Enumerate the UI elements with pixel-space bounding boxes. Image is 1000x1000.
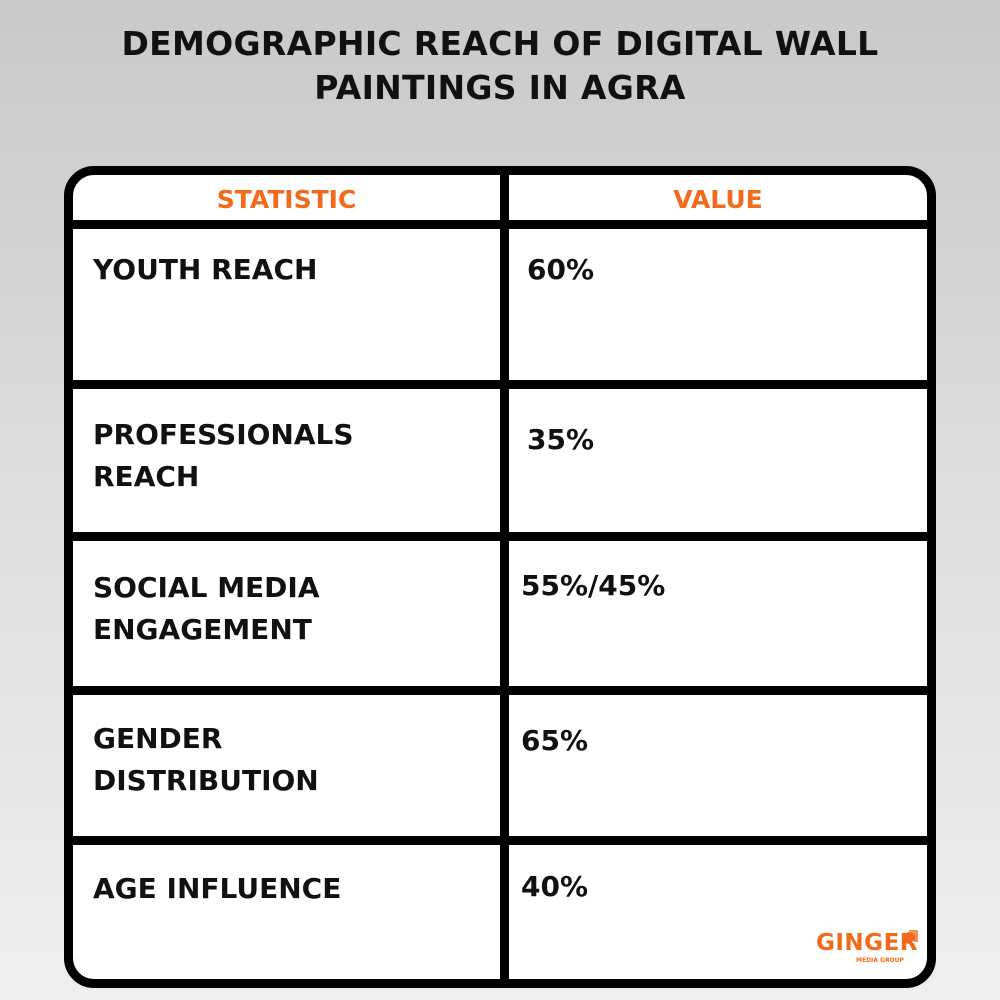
- value-cell: 35%: [527, 423, 595, 456]
- statistic-cell: GENDER DISTRIBUTION: [93, 722, 319, 797]
- title-line-2: PAINTINGS IN AGRA: [314, 68, 686, 107]
- row-divider: [73, 380, 927, 389]
- value-cell: 60%: [527, 253, 595, 286]
- row-divider: [73, 686, 927, 695]
- ginger-media-group-logo: GINGER MEDIA GROUP: [816, 930, 918, 964]
- logo-name: GINGER: [816, 930, 918, 956]
- row-divider: [73, 220, 927, 229]
- header-value: VALUE: [673, 185, 763, 214]
- logo-tagline: MEDIA GROUP: [856, 957, 904, 964]
- value-cell: 65%: [521, 724, 589, 757]
- statistics-table: STATISTIC VALUE YOUTH REACH 60% PROFESSI…: [64, 166, 936, 988]
- row-divider: [73, 836, 927, 845]
- page-title: DEMOGRAPHIC REACH OF DIGITAL WALL PAINTI…: [0, 22, 1000, 110]
- title-line-1: DEMOGRAPHIC REACH OF DIGITAL WALL: [121, 24, 879, 63]
- statistic-cell: YOUTH REACH: [93, 253, 318, 286]
- logo-mark-icon: [904, 930, 918, 942]
- header-statistic: STATISTIC: [216, 185, 357, 214]
- column-divider: [500, 175, 509, 979]
- statistic-cell: AGE INFLUENCE: [93, 872, 342, 905]
- statistic-cell: SOCIAL MEDIA ENGAGEMENT: [93, 571, 320, 646]
- row-divider: [73, 532, 927, 541]
- statistic-cell: PROFESSIONALS REACH: [93, 418, 354, 493]
- value-cell: 55%/45%: [521, 569, 666, 602]
- value-cell: 40%: [521, 870, 589, 903]
